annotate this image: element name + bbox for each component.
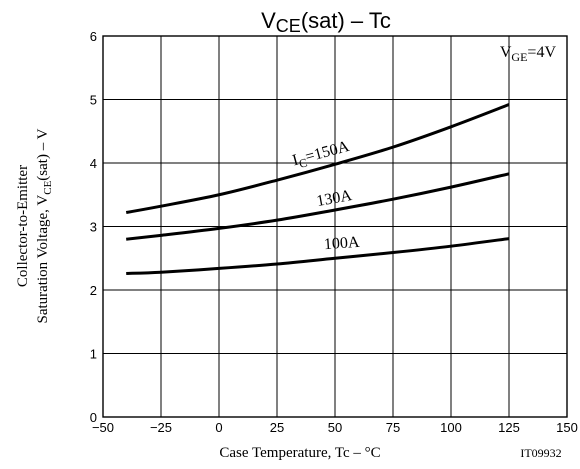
y-tick-label: 6	[90, 29, 97, 44]
x-tick-label: −25	[150, 420, 172, 435]
y-tick-label: 1	[90, 347, 97, 362]
y-tick-label: 4	[90, 156, 97, 171]
series-line	[125, 103, 510, 215]
y-tick-label: 2	[90, 283, 97, 298]
x-axis-label: Case Temperature, Tc – °C	[219, 445, 380, 461]
y-tick-label: 3	[90, 220, 97, 235]
chart-title: VCE(sat) – Tc	[261, 8, 391, 36]
plot-frame	[102, 35, 568, 418]
x-tick-label: 50	[328, 420, 342, 435]
x-tick-label: 100	[440, 420, 462, 435]
series-line	[126, 237, 510, 275]
x-tick-label: 0	[215, 420, 222, 435]
x-tick-label: −50	[92, 420, 114, 435]
x-tick-labels: −50 −25 0 25 50 75 100 125 150	[92, 420, 578, 435]
series-label: 100A	[323, 234, 360, 253]
y-axis-label-line1: Collector-to-Emitter	[15, 165, 31, 287]
figure-code: IT09932	[520, 446, 561, 460]
x-tick-label: 125	[498, 420, 520, 435]
series-curves	[125, 103, 510, 275]
x-tick-label: 150	[556, 420, 578, 435]
y-tick-label: 5	[90, 93, 97, 108]
grid	[103, 36, 567, 417]
series-label: 130A	[315, 187, 353, 210]
condition-label: VGE=4V	[500, 44, 557, 64]
x-tick-label: 75	[386, 420, 400, 435]
series-line	[126, 172, 510, 241]
y-tick-labels: 0 1 2 3 4 5 6	[90, 29, 97, 425]
x-tick-label: 25	[270, 420, 284, 435]
y-tick-label: 0	[90, 410, 97, 425]
y-axis-label-line2: Saturation Voltage, VCE(sat) – V	[35, 128, 54, 323]
